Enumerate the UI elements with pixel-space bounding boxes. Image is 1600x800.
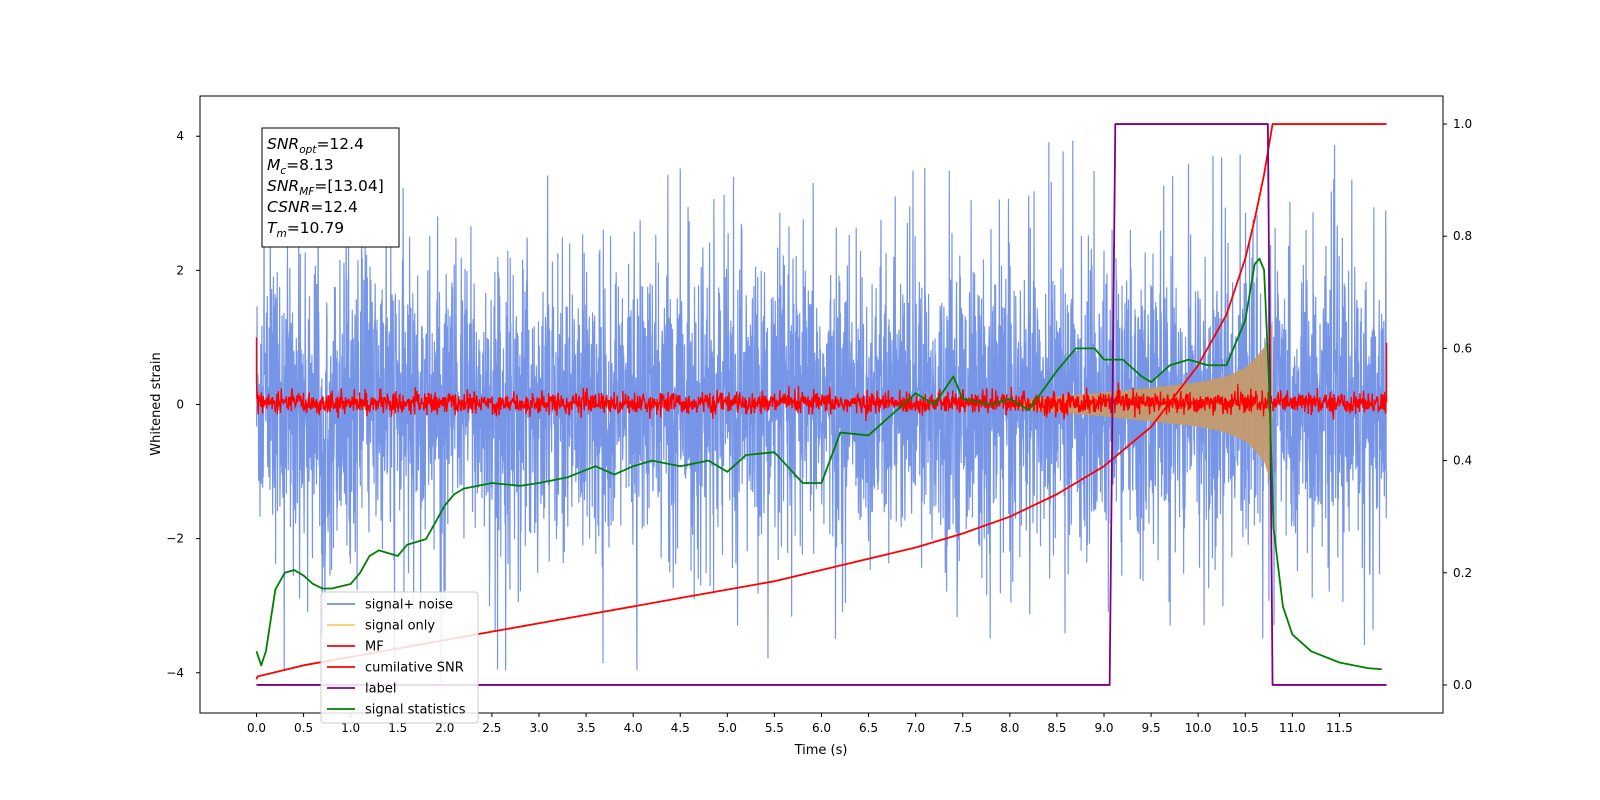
x-tick-label: 7.5 bbox=[953, 721, 972, 735]
x-tick-label: 7.0 bbox=[906, 721, 925, 735]
y-tick-label: 0 bbox=[176, 398, 184, 412]
y-tick-label: −2 bbox=[166, 532, 184, 546]
x-tick-label: 11.0 bbox=[1279, 721, 1306, 735]
x-tick-label: 10.0 bbox=[1185, 721, 1212, 735]
y-tick-label: 4 bbox=[176, 129, 184, 143]
annotation-line: SNRMF=[13.04] bbox=[267, 177, 384, 198]
legend-label-cumilative-snr: cumilative SNR bbox=[365, 661, 464, 676]
annotation-line: Tm=10.79 bbox=[267, 219, 344, 240]
x-tick-label: 8.5 bbox=[1047, 721, 1066, 735]
annotation-line: Mc=8.13 bbox=[267, 156, 334, 177]
annotation-box: SNRopt=12.4Mc=8.13SNRMF=[13.04]CSNR=12.4… bbox=[261, 127, 400, 248]
legend-label-signal-only: signal only bbox=[365, 619, 435, 634]
x-axis-label: Time (s) bbox=[794, 743, 848, 758]
x-tick-label: 10.5 bbox=[1232, 721, 1259, 735]
y-tick-label: −4 bbox=[166, 666, 184, 680]
y2-tick-label: 0.4 bbox=[1453, 454, 1472, 468]
x-tick-label: 11.5 bbox=[1326, 721, 1353, 735]
x-tick-label: 9.5 bbox=[1142, 721, 1161, 735]
x-tick-label: 1.0 bbox=[341, 721, 360, 735]
x-tick-label: 2.0 bbox=[435, 721, 454, 735]
legend-label-mf: MF bbox=[365, 640, 384, 655]
series-signal-statistics bbox=[255, 257, 1382, 671]
y2-tick-label: 1.0 bbox=[1453, 117, 1472, 131]
x-tick-label: 2.5 bbox=[482, 721, 501, 735]
series-mf bbox=[255, 337, 1388, 421]
annotation-frame bbox=[261, 127, 400, 248]
x-tick-label: 4.0 bbox=[624, 721, 643, 735]
series-label bbox=[256, 123, 1387, 686]
y-tick-label: 2 bbox=[176, 263, 184, 277]
y-axis-label: Whitened strain bbox=[149, 352, 164, 455]
x-tick-label: 3.0 bbox=[529, 721, 548, 735]
legend-label-signal-noise: signal+ noise bbox=[365, 598, 453, 613]
x-tick-label: 8.0 bbox=[1000, 721, 1019, 735]
legend-label-label: label bbox=[365, 682, 396, 697]
x-axis: 0.0 0.5 1.0 1.5 2.0 2.5 3.0 3.5 4.0 4.5 5.0 5.5 6.0 6… bbox=[247, 713, 1353, 735]
legend: signal+ noise signal only MF cumilative SNR… bbox=[320, 591, 479, 724]
x-tick-label: 0.5 bbox=[294, 721, 313, 735]
x-tick-label: 3.5 bbox=[577, 721, 596, 735]
x-tick-label: 0.0 bbox=[247, 721, 266, 735]
legend-label-signal-statistics: signal statistics bbox=[365, 703, 466, 718]
x-tick-label: 9.0 bbox=[1094, 721, 1113, 735]
x-tick-label: 4.5 bbox=[671, 721, 690, 735]
series-signal-only bbox=[1009, 320, 1273, 489]
y2-tick-label: 0.8 bbox=[1453, 229, 1472, 243]
x-tick-label: 6.5 bbox=[859, 721, 878, 735]
y-axis-right: 1.0 0.8 0.6 0.4 0.2 0.0 bbox=[1443, 117, 1472, 692]
y-axis-left: 4 2 0 −2 −4 bbox=[166, 129, 200, 680]
y2-tick-label: 0.2 bbox=[1453, 566, 1472, 580]
legend-frame bbox=[320, 591, 479, 724]
y2-tick-label: 0.0 bbox=[1453, 678, 1472, 692]
x-tick-label: 1.5 bbox=[388, 721, 407, 735]
x-tick-label: 5.5 bbox=[765, 721, 784, 735]
x-tick-label: 6.0 bbox=[812, 721, 831, 735]
annotation-line: SNRopt=12.4 bbox=[267, 135, 364, 156]
y2-tick-label: 0.6 bbox=[1453, 341, 1472, 355]
annotation-line: CSNR=12.4 bbox=[267, 198, 358, 216]
x-tick-label: 5.0 bbox=[718, 721, 737, 735]
